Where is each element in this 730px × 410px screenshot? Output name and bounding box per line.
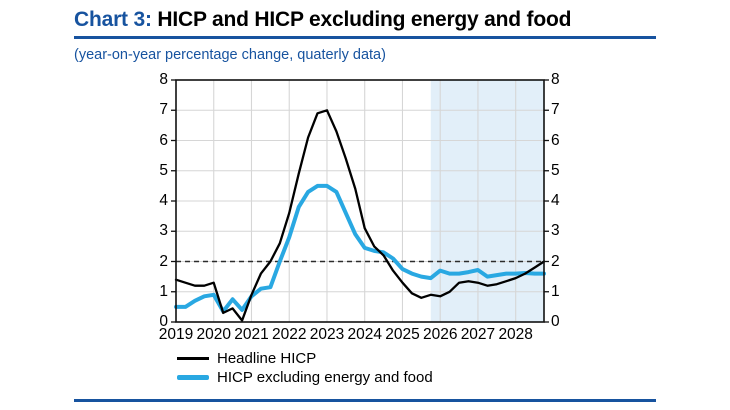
- y-axis-label-left: 0: [159, 313, 168, 330]
- y-axis-label-left: 6: [159, 131, 168, 149]
- y-axis-label-left: 4: [159, 192, 168, 209]
- y-axis-label-right: 0: [551, 313, 560, 330]
- y-axis-label-left: 7: [159, 101, 168, 119]
- x-axis-label-2026: 2026: [422, 326, 458, 343]
- headline-line-swatch-icon: [177, 357, 209, 360]
- y-axis-label-left: 8: [159, 71, 168, 88]
- x-axis-label-2027: 2027: [460, 326, 496, 343]
- y-axis-label-right: 8: [551, 71, 560, 88]
- title-divider-rule: [74, 36, 656, 39]
- y-axis-label-right: 3: [551, 222, 560, 240]
- y-axis-label-left: 2: [159, 252, 168, 270]
- y-axis-label-right: 2: [551, 252, 560, 270]
- chart-legend: Headline HICP HICP excluding energy and …: [177, 349, 433, 387]
- y-axis-label-right: 4: [551, 192, 560, 209]
- y-axis-label-right: 7: [551, 101, 560, 119]
- x-axis-label-2023: 2023: [309, 326, 345, 343]
- y-axis-label-right: 1: [551, 282, 560, 300]
- legend-label-core: HICP excluding energy and food: [217, 369, 433, 386]
- x-axis-label-2019: 2019: [158, 326, 194, 343]
- legend-row-headline: Headline HICP: [177, 349, 433, 368]
- line-chart-plot-area: [171, 79, 549, 323]
- x-axis-label-2025: 2025: [385, 326, 420, 343]
- y-axis-label-left: 3: [159, 222, 168, 240]
- x-axis-label-2022: 2022: [271, 326, 307, 343]
- x-axis-label-2024: 2024: [347, 326, 382, 343]
- x-axis-label-2028: 2028: [498, 326, 533, 343]
- x-axis-label-2020: 2020: [196, 326, 231, 343]
- chart-number-label: Chart 3:: [74, 8, 152, 31]
- y-axis-label-left: 1: [159, 282, 168, 300]
- y-axis-label-right: 5: [551, 161, 560, 179]
- chart-subtitle: (year-on-year percentage change, quaterl…: [74, 47, 386, 63]
- page-title: Chart 3: HICP and HICP excluding energy …: [74, 8, 571, 32]
- y-axis-label-right: 6: [551, 131, 560, 149]
- y-axis-label-left: 5: [159, 161, 168, 179]
- legend-row-core: HICP excluding energy and food: [177, 368, 433, 387]
- core-line-swatch-icon: [177, 375, 209, 380]
- legend-label-headline: Headline HICP: [217, 350, 317, 367]
- x-axis-label-2021: 2021: [234, 326, 269, 343]
- bottom-divider-rule: [74, 399, 656, 402]
- chart-title-text: HICP and HICP excluding energy and food: [151, 8, 572, 31]
